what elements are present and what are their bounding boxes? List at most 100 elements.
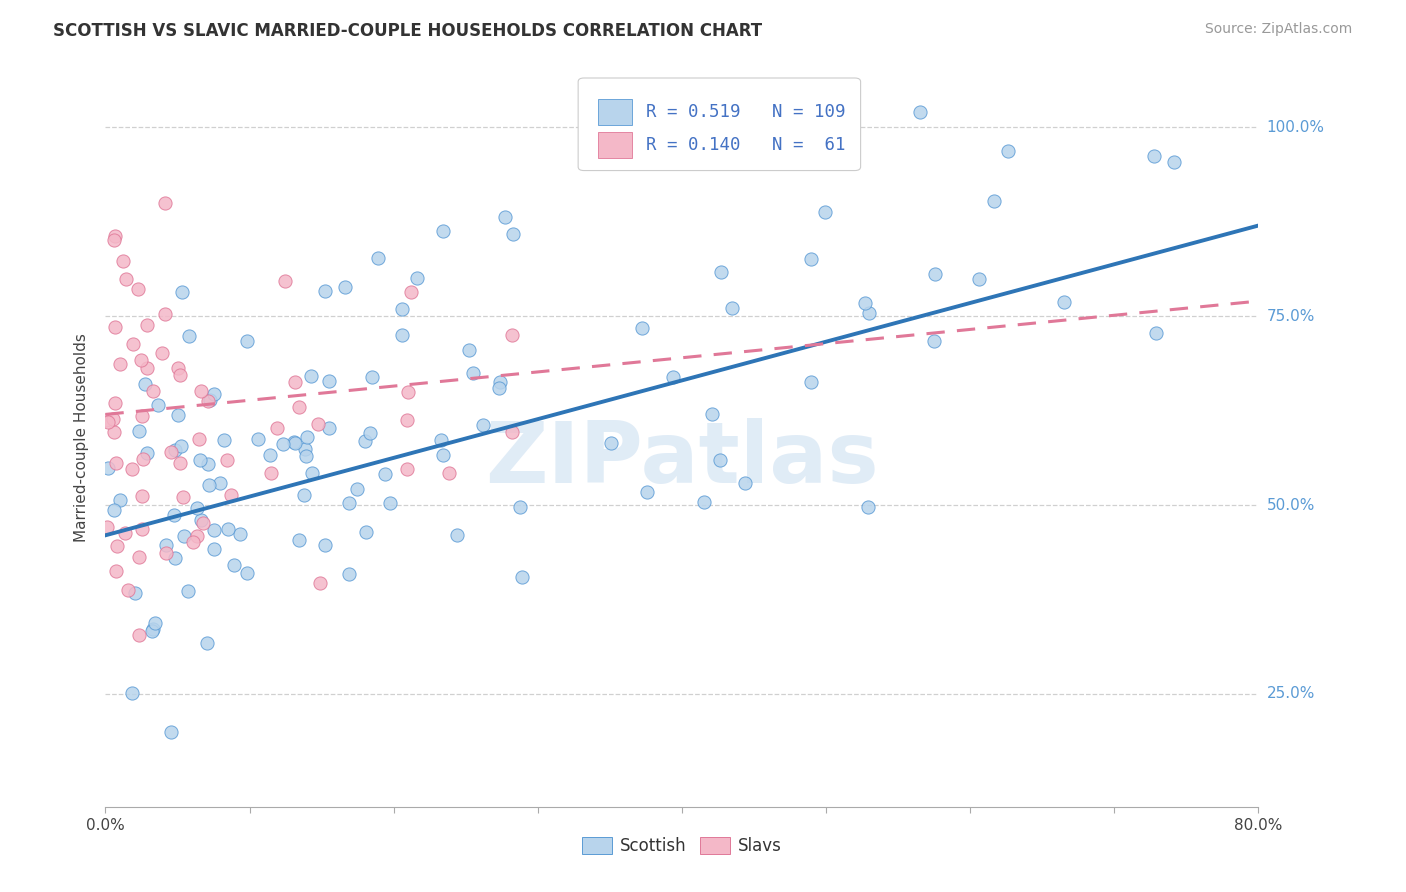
Point xyxy=(318,421,340,435)
Point xyxy=(266,421,288,435)
Point xyxy=(202,524,225,538)
Point xyxy=(128,424,150,438)
Point xyxy=(391,328,413,343)
Point xyxy=(124,585,146,599)
Text: 25.0%: 25.0% xyxy=(1267,687,1315,701)
FancyBboxPatch shape xyxy=(598,132,633,158)
Point xyxy=(710,265,733,279)
Point xyxy=(167,360,190,375)
Point xyxy=(373,467,395,481)
Point xyxy=(457,343,479,357)
Point xyxy=(218,522,240,536)
Point xyxy=(858,306,880,320)
Point xyxy=(489,375,512,389)
Point xyxy=(97,416,120,430)
Point xyxy=(128,628,150,642)
Point xyxy=(219,488,242,502)
Point xyxy=(314,538,336,552)
Point xyxy=(502,227,524,242)
Point xyxy=(471,417,494,432)
Point xyxy=(924,267,946,281)
Point xyxy=(509,500,531,514)
Point xyxy=(229,527,252,541)
Text: ZIPatlas: ZIPatlas xyxy=(485,417,879,500)
Point xyxy=(104,396,127,410)
Point xyxy=(1163,155,1185,169)
Point xyxy=(284,436,307,450)
Point xyxy=(432,448,454,462)
Point xyxy=(284,376,307,390)
Text: SCOTTISH VS SLAVIC MARRIED-COUPLE HOUSEHOLDS CORRELATION CHART: SCOTTISH VS SLAVIC MARRIED-COUPLE HOUSEH… xyxy=(53,22,762,40)
Point xyxy=(501,327,523,342)
Point xyxy=(693,494,716,508)
Point xyxy=(636,485,658,500)
Point xyxy=(294,450,316,464)
Point xyxy=(96,460,118,475)
Point xyxy=(399,285,422,300)
Point xyxy=(299,369,322,384)
Point xyxy=(197,478,219,492)
Point xyxy=(197,457,219,471)
Point xyxy=(190,513,212,527)
Point xyxy=(115,272,138,286)
Point xyxy=(131,522,153,536)
Point xyxy=(101,412,124,426)
Point xyxy=(188,432,211,446)
Point xyxy=(354,524,377,539)
Point xyxy=(96,519,118,533)
Text: 100.0%: 100.0% xyxy=(1267,120,1324,135)
Point xyxy=(176,583,198,598)
Point xyxy=(700,407,723,421)
Point xyxy=(96,413,118,427)
Point xyxy=(105,539,128,553)
Text: 75.0%: 75.0% xyxy=(1267,309,1315,324)
Point xyxy=(922,334,945,348)
Point xyxy=(127,282,149,296)
Point xyxy=(110,357,132,371)
Point xyxy=(709,453,731,467)
Point xyxy=(858,500,880,514)
Point xyxy=(169,456,191,470)
FancyBboxPatch shape xyxy=(598,99,633,125)
Point xyxy=(177,329,200,343)
Point xyxy=(432,224,454,238)
Point xyxy=(287,533,309,547)
FancyBboxPatch shape xyxy=(578,78,860,170)
Point xyxy=(215,453,238,467)
Point xyxy=(142,622,165,636)
Point xyxy=(337,567,360,582)
Point xyxy=(395,413,418,427)
Point xyxy=(309,575,332,590)
Point xyxy=(121,462,143,476)
Point xyxy=(222,558,245,572)
Point xyxy=(378,495,401,509)
Point xyxy=(129,353,152,368)
Point xyxy=(131,489,153,503)
Point xyxy=(181,535,204,549)
Point xyxy=(163,508,186,522)
Point xyxy=(202,387,225,401)
Point xyxy=(314,284,336,298)
Point xyxy=(128,549,150,564)
Point xyxy=(208,475,231,490)
Point xyxy=(195,636,218,650)
Point xyxy=(235,334,257,349)
Point xyxy=(301,466,323,480)
Point xyxy=(212,433,235,447)
Point xyxy=(297,430,319,444)
Point xyxy=(114,526,136,541)
Point xyxy=(260,466,283,480)
Text: R = 0.519   N = 109: R = 0.519 N = 109 xyxy=(647,103,845,120)
Point xyxy=(159,724,181,739)
Point xyxy=(395,461,418,475)
Point xyxy=(190,453,212,467)
Point xyxy=(204,541,226,556)
Point xyxy=(148,398,170,412)
Point xyxy=(155,546,177,560)
Point xyxy=(247,432,270,446)
Point xyxy=(359,425,381,440)
Point xyxy=(169,439,191,453)
Point xyxy=(193,516,215,530)
Point xyxy=(160,444,183,458)
Point xyxy=(136,361,159,376)
